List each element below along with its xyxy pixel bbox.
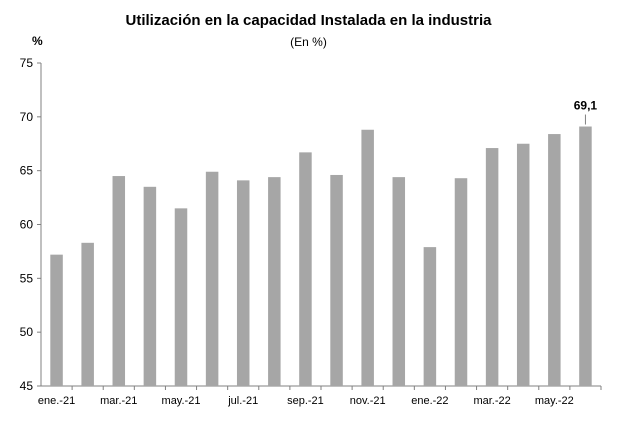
bar bbox=[423, 247, 437, 386]
bar bbox=[236, 180, 250, 386]
chart-subtitle: (En %) bbox=[290, 35, 327, 49]
bar bbox=[50, 254, 63, 386]
y-tick-label: 45 bbox=[20, 379, 34, 393]
bar bbox=[485, 148, 499, 386]
x-tick-label: mar.-21 bbox=[100, 395, 137, 407]
x-tick-label: ene.-21 bbox=[38, 395, 75, 407]
y-tick-label: 55 bbox=[20, 271, 34, 285]
x-tick-label: ene.-22 bbox=[411, 395, 448, 407]
bar bbox=[205, 171, 219, 386]
x-tick-label: may.-22 bbox=[535, 395, 574, 407]
bar bbox=[143, 186, 157, 386]
bar bbox=[81, 242, 94, 386]
bar bbox=[174, 208, 188, 386]
x-tick-label: mar.-22 bbox=[473, 395, 510, 407]
bar bbox=[392, 177, 406, 386]
chart-title: Utilización en la capacidad Instalada en… bbox=[125, 12, 492, 29]
bar bbox=[579, 126, 592, 387]
y-axis-unit-label: % bbox=[32, 34, 43, 48]
x-tick-label: may.-21 bbox=[162, 395, 201, 407]
bar bbox=[454, 178, 468, 386]
x-tick-label: nov.-21 bbox=[350, 395, 386, 407]
y-tick-label: 60 bbox=[20, 218, 34, 232]
bar bbox=[112, 176, 126, 386]
bar bbox=[548, 134, 561, 386]
bar bbox=[299, 152, 312, 386]
y-tick-label: 70 bbox=[20, 110, 34, 124]
x-tick-label: sep.-21 bbox=[287, 395, 324, 407]
y-tick-label: 75 bbox=[20, 56, 34, 70]
bar bbox=[330, 174, 343, 386]
y-tick-label: 65 bbox=[20, 164, 34, 178]
bar bbox=[361, 129, 374, 386]
data-label: 69,1 bbox=[574, 99, 598, 113]
bar bbox=[268, 177, 281, 386]
bar bbox=[516, 143, 530, 386]
x-tick-label: jul.-21 bbox=[227, 395, 258, 407]
y-tick-label: 50 bbox=[20, 325, 34, 339]
